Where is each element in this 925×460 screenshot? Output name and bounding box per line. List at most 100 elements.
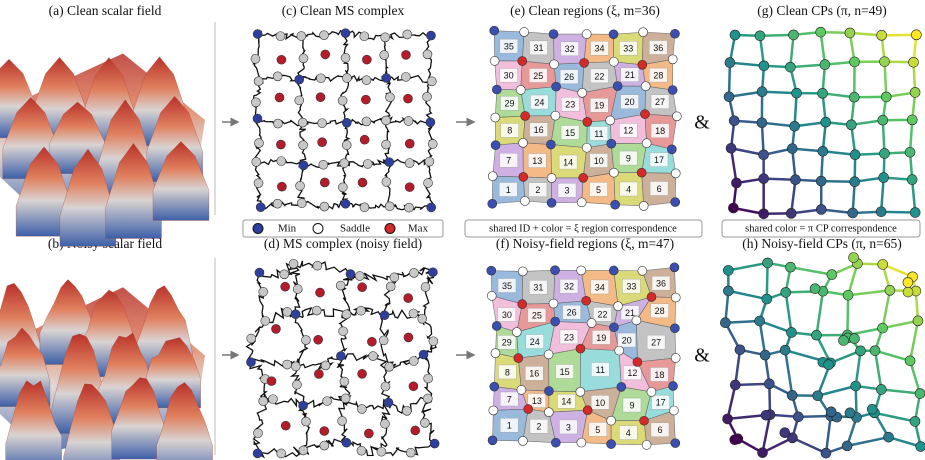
region-id: 22 xyxy=(594,71,604,81)
critical-point xyxy=(404,182,415,192)
critical-point xyxy=(354,271,365,281)
critical-point xyxy=(546,139,556,150)
cp-node xyxy=(764,378,775,390)
legend: Min Saddle Max xyxy=(242,219,444,238)
critical-point xyxy=(581,295,591,306)
critical-point xyxy=(361,94,371,105)
critical-point xyxy=(404,158,415,168)
cp-node xyxy=(876,30,887,41)
region-id-box xyxy=(557,394,576,409)
cp-node xyxy=(815,175,827,187)
cp-edge xyxy=(819,31,827,65)
critical-point xyxy=(518,172,529,182)
critical-point xyxy=(318,159,329,170)
cp-node xyxy=(785,208,797,219)
cp-node xyxy=(730,379,741,391)
critical-point xyxy=(670,28,680,39)
region-id: 9 xyxy=(629,400,634,410)
region-id-box xyxy=(590,41,609,56)
region-id: 28 xyxy=(653,70,663,80)
critical-point xyxy=(408,381,419,392)
critical-point xyxy=(316,73,326,84)
cp-node xyxy=(869,345,881,356)
panel-title: (h) Noisy-field CPs (π, n=65) xyxy=(742,236,902,251)
critical-point xyxy=(341,140,352,150)
note: shared ID + color = ξ region corresponde… xyxy=(489,223,677,234)
critical-point xyxy=(672,111,682,122)
critical-point xyxy=(338,182,348,193)
critical-point xyxy=(252,448,263,459)
region-id: 30 xyxy=(504,71,514,81)
cp-graph xyxy=(720,252,925,459)
critical-point xyxy=(298,53,309,64)
critical-point xyxy=(341,437,352,448)
separatrix xyxy=(426,53,433,82)
region-id-box xyxy=(557,183,577,198)
region-id: 21 xyxy=(625,70,635,80)
critical-point xyxy=(298,400,308,411)
critical-point xyxy=(340,393,351,404)
critical-point xyxy=(640,81,651,91)
cp-node xyxy=(728,202,739,214)
region-id: 1 xyxy=(506,185,511,195)
critical-point xyxy=(296,198,307,208)
cp-edge xyxy=(734,349,742,386)
cp-edge xyxy=(882,319,919,330)
cp-edge xyxy=(846,263,859,296)
cp-node xyxy=(914,388,925,399)
critical-point xyxy=(575,387,586,397)
cp-node xyxy=(908,56,919,68)
cp-node xyxy=(875,206,887,218)
cp-edge xyxy=(790,179,797,214)
region-id-box xyxy=(590,68,609,84)
region-id-box xyxy=(499,38,519,54)
critical-point xyxy=(646,292,657,302)
cp-node xyxy=(909,416,921,427)
critical-point xyxy=(275,31,286,41)
cp-edge xyxy=(765,262,769,300)
cp-edge xyxy=(881,120,886,154)
cp-graph xyxy=(723,26,922,220)
cp-node xyxy=(789,120,800,132)
field-peak xyxy=(156,382,213,460)
critical-point xyxy=(292,284,303,294)
region-id-box xyxy=(559,419,578,435)
critical-point xyxy=(609,167,619,178)
critical-point xyxy=(544,386,554,396)
region-id: 29 xyxy=(504,99,514,109)
region-id: 34 xyxy=(595,282,605,292)
region-id-box xyxy=(650,94,670,109)
critical-point xyxy=(252,29,263,39)
cp-node xyxy=(729,434,741,446)
region-id-box xyxy=(623,365,642,381)
critical-point xyxy=(274,92,285,103)
cp-edge xyxy=(881,388,921,395)
critical-point xyxy=(319,30,329,40)
region-id: 11 xyxy=(594,129,603,139)
critical-point xyxy=(636,167,647,178)
critical-point xyxy=(271,324,281,334)
region-id-box xyxy=(560,41,579,57)
region-id: 8 xyxy=(507,126,512,136)
critical-point xyxy=(668,381,678,391)
region-id: 5 xyxy=(595,425,600,435)
region-id-box xyxy=(649,40,668,55)
region-id: 24 xyxy=(534,97,544,107)
critical-point xyxy=(253,76,264,86)
cp-edge xyxy=(784,292,793,333)
region-id-box xyxy=(618,41,638,56)
note: shared color = π CP correspondence xyxy=(745,223,897,234)
region-id-box xyxy=(649,181,669,196)
region-id: 18 xyxy=(654,370,664,380)
region-id-box xyxy=(646,334,666,350)
cp-edge xyxy=(763,177,796,181)
cp-node xyxy=(915,441,925,452)
region-id: 7 xyxy=(506,156,511,166)
region-id: 19 xyxy=(594,101,604,111)
critical-point xyxy=(297,117,308,128)
critical-point xyxy=(548,298,559,309)
cp-node xyxy=(849,176,861,187)
cp-edge xyxy=(729,61,765,68)
region-id: 23 xyxy=(565,100,575,110)
critical-point xyxy=(489,25,500,36)
